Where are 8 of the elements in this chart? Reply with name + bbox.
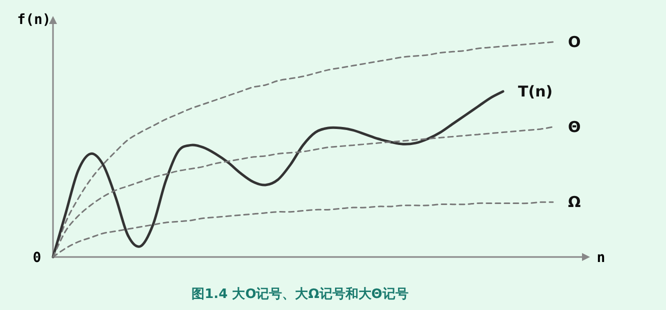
text: 图1.4 大O记号、大Ω记号和大Θ记号 (192, 286, 408, 302)
text: 0 (32, 250, 42, 266)
series-label: Θ (568, 118, 581, 136)
x-axis-title: n (596, 250, 606, 266)
series-label: T(n) (518, 82, 553, 100)
y-axis-title: f(n) (17, 12, 51, 28)
series-label: O (568, 33, 581, 51)
series-label: Ω (568, 193, 581, 212)
